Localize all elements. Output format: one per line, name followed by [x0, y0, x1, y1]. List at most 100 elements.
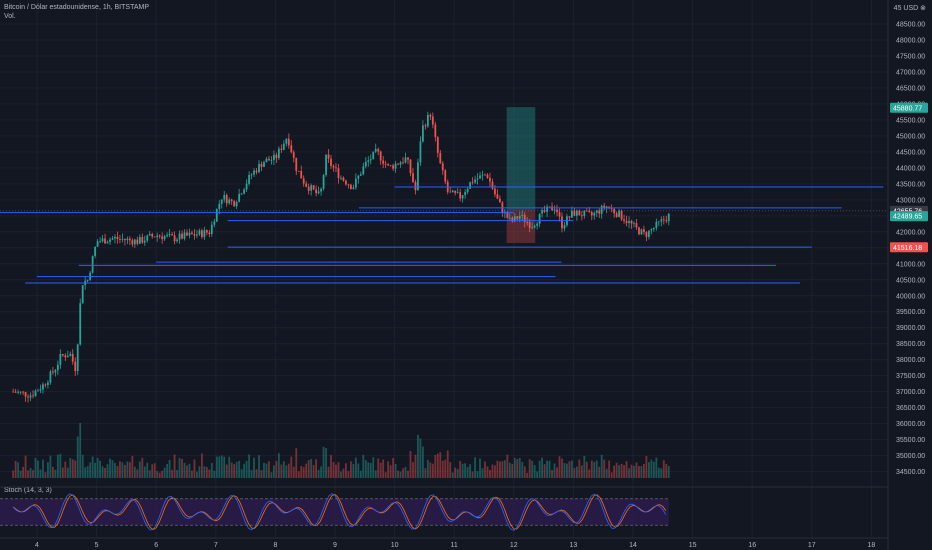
volume-bar [374, 470, 377, 478]
candle-body [345, 180, 347, 185]
candle-body [595, 210, 598, 213]
price-tick-label: 47500.00 [896, 53, 925, 60]
volume-bar [412, 462, 414, 478]
position-target-zone [506, 107, 536, 210]
volume-bar [178, 458, 181, 478]
candle-body [364, 161, 367, 167]
candle-body [657, 221, 660, 223]
candle-body [526, 222, 529, 223]
candle-body [136, 239, 139, 244]
candle-body [603, 205, 606, 209]
price-label-box [890, 242, 928, 253]
time-tick-label: 14 [629, 542, 637, 549]
volume-bar [119, 461, 121, 478]
volume-bar [233, 464, 236, 478]
candle-body [444, 170, 447, 182]
volume-bar [335, 464, 337, 478]
candle-body [481, 174, 484, 176]
volume-bar [618, 465, 620, 478]
candle-body [280, 148, 283, 150]
candle-body [635, 223, 638, 228]
volume-bar [287, 463, 290, 478]
candle-body [543, 210, 546, 212]
volume-bar [615, 462, 618, 478]
candle-body [27, 396, 29, 398]
candle-body [215, 208, 218, 222]
price-tick-label: 40500.00 [896, 277, 925, 284]
candle-body [528, 222, 531, 228]
stoch-k-line [12, 493, 667, 531]
volume-bar [538, 460, 541, 478]
candle-body [228, 199, 231, 204]
support-resistance-lines[interactable] [0, 186, 888, 284]
candle-body [51, 371, 54, 373]
candle-body [233, 201, 236, 207]
candle-body [496, 194, 499, 199]
volume-bar [302, 467, 305, 478]
volume-bar [181, 458, 183, 478]
position-tool[interactable] [506, 107, 536, 243]
candle-body [158, 235, 161, 237]
candle-body [255, 170, 258, 173]
candle-body [12, 391, 15, 393]
volume-bar [469, 464, 471, 478]
volume-bar [546, 460, 548, 478]
candle-body [407, 157, 409, 160]
candle-body [273, 154, 275, 160]
candle-body [66, 355, 69, 358]
candle-body [590, 212, 593, 216]
candle-body [200, 230, 203, 237]
time-axis[interactable]: 4 5 6 7 8 9 10 11 12 13 14 15 16 17 18 [0, 537, 888, 549]
volume-bar [19, 470, 22, 478]
volume-bar [513, 457, 516, 478]
volume-bar [372, 457, 375, 478]
volume-bar [290, 456, 293, 478]
price-tick-label: 36000.00 [896, 421, 925, 428]
candle-body [652, 227, 655, 230]
time-tick-label: 16 [748, 542, 756, 549]
candle-body [275, 154, 278, 159]
volume-bar [382, 459, 385, 478]
currency-label[interactable]: 45 USD ⊗ [893, 5, 926, 12]
candle-body [300, 171, 303, 179]
volume-bar [431, 463, 434, 478]
volume-bar [76, 436, 79, 478]
candle-body [379, 151, 382, 161]
candle-body [176, 239, 178, 242]
volume-bar [253, 457, 255, 478]
candle-body [106, 242, 109, 244]
time-tick-label: 11 [451, 542, 458, 549]
volume-bar [645, 455, 648, 478]
time-tick-label: 18 [868, 542, 876, 549]
candle-body [59, 354, 62, 365]
candle-body [563, 225, 566, 229]
candle-body [372, 151, 375, 160]
volume-bar [647, 462, 650, 478]
volume-bar [362, 454, 365, 478]
volume-bar [54, 469, 57, 478]
volume-bar [575, 466, 578, 478]
volume-bar [444, 459, 447, 478]
candle-body [561, 216, 563, 229]
volume-bar [161, 470, 164, 478]
volume-bar [506, 454, 509, 478]
candle-body [148, 234, 151, 236]
price-tick-label: 43000.00 [896, 197, 925, 204]
candle-body [600, 205, 603, 214]
volume-bar [158, 472, 161, 478]
volume-bar [337, 462, 340, 478]
volume-bar [101, 466, 104, 478]
candle-body [357, 175, 360, 179]
price-axis[interactable]: 48500.00 48000.00 47500.00 47000.00 46500.00… [887, 0, 932, 550]
price-tick-label: 42000.00 [896, 229, 925, 236]
volume-bar [273, 465, 275, 478]
candle-body [474, 179, 476, 183]
volume-bar [310, 458, 313, 478]
candle-body [342, 177, 345, 181]
volume-bar [345, 463, 347, 478]
volume-bar [461, 463, 464, 478]
volume-bar [126, 461, 129, 478]
candle-body [282, 143, 285, 150]
candle-body [623, 219, 625, 221]
